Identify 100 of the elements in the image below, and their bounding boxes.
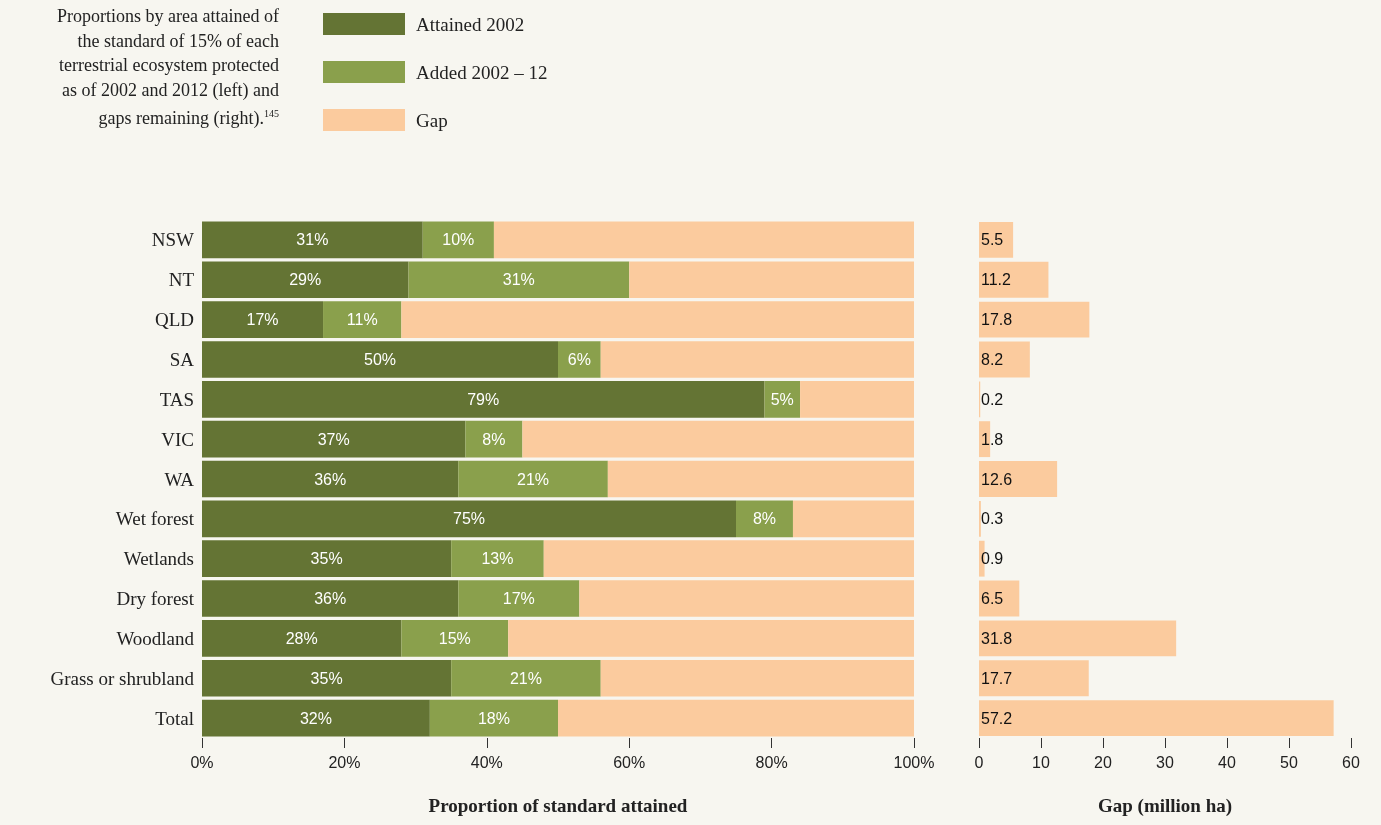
data-label: 37% <box>317 430 350 448</box>
y-tick-label: VIC <box>161 428 194 450</box>
bar <box>543 540 914 578</box>
bar <box>202 460 459 498</box>
x-tick-label: 60% <box>613 753 646 771</box>
data-label: 6.5 <box>981 590 1004 608</box>
y-tick-label: WA <box>164 468 195 490</box>
data-label: 18% <box>477 709 510 727</box>
y-tick-label: Dry forest <box>116 588 195 610</box>
bar <box>979 261 1049 298</box>
bar <box>792 500 914 538</box>
x-tick-label: 10 <box>1032 753 1050 771</box>
bar <box>979 461 1058 497</box>
y-tick-label: NSW <box>151 229 195 251</box>
bar <box>202 620 402 657</box>
data-label: 35% <box>310 669 343 687</box>
legend-label: Gap <box>416 109 448 131</box>
bar <box>979 221 1014 258</box>
bar <box>979 341 1030 378</box>
data-label: 5.5 <box>981 231 1004 249</box>
bar <box>629 261 914 299</box>
x-tick-label: 50 <box>1280 753 1298 771</box>
bar <box>465 420 523 458</box>
x-tick-label: 0 <box>974 753 984 771</box>
bar <box>458 580 580 617</box>
data-label: 15% <box>438 629 471 647</box>
bar <box>202 221 423 259</box>
data-label: 8% <box>752 510 777 528</box>
data-label: 29% <box>289 271 322 289</box>
bar <box>600 341 914 378</box>
y-tick-label: Total <box>155 707 194 729</box>
x-axis-title: Gap (million ha) <box>1097 795 1233 817</box>
y-tick-label: Grass or shrubland <box>50 667 195 689</box>
bar <box>979 620 1177 657</box>
data-label: 28% <box>285 629 318 647</box>
legend-label: Added 2002 – 12 <box>416 61 548 83</box>
x-tick-label: 20% <box>328 753 361 771</box>
bar <box>401 301 914 338</box>
bar <box>558 341 601 378</box>
bar <box>451 659 601 697</box>
bar <box>800 380 914 418</box>
bar <box>558 699 914 737</box>
data-label: 21% <box>517 470 550 488</box>
x-tick-label: 40 <box>1218 753 1236 771</box>
data-label: 12.6 <box>981 470 1013 488</box>
bar <box>202 540 452 578</box>
bar <box>202 380 765 418</box>
bar <box>736 500 793 538</box>
data-label: 13% <box>481 550 514 568</box>
data-label: 5% <box>770 390 794 408</box>
bar <box>607 460 914 498</box>
data-label: 10% <box>442 231 475 249</box>
bar <box>600 659 914 697</box>
data-label: 36% <box>314 470 347 488</box>
data-label: 17% <box>246 311 279 329</box>
bar <box>522 420 914 458</box>
bar <box>202 341 558 378</box>
data-label: 31.8 <box>981 629 1013 647</box>
x-tick-label: 60 <box>1342 753 1360 771</box>
data-label: 79% <box>467 390 500 408</box>
data-label: 0.3 <box>981 510 1004 528</box>
bar <box>493 221 914 259</box>
x-tick-label: 0% <box>190 753 214 771</box>
data-label: 17.7 <box>981 669 1013 687</box>
y-tick-label: TAS <box>159 388 194 410</box>
x-tick-label: 20 <box>1094 753 1112 771</box>
bar <box>202 699 430 737</box>
bar <box>579 580 914 617</box>
y-tick-label: NT <box>168 269 195 291</box>
data-label: 6% <box>567 350 591 368</box>
data-label: 0.2 <box>981 390 1004 408</box>
data-label: 1.8 <box>981 430 1004 448</box>
bar <box>979 660 1089 697</box>
y-tick-label: Wet forest <box>115 508 195 530</box>
bar <box>202 580 459 617</box>
bar <box>458 460 608 498</box>
x-tick-label: 30 <box>1156 753 1174 771</box>
bar <box>202 301 324 338</box>
bar <box>401 620 509 657</box>
data-label: 8% <box>482 430 506 448</box>
data-label: 0.9 <box>981 550 1004 568</box>
y-tick-label: Wetlands <box>123 548 194 570</box>
x-tick-label: 80% <box>755 753 788 771</box>
bar <box>408 261 630 299</box>
data-label: 31% <box>502 271 535 289</box>
bar <box>202 500 736 538</box>
data-label: 57.2 <box>981 709 1013 727</box>
data-label: 8.2 <box>981 350 1004 368</box>
bar <box>202 420 466 458</box>
data-label: 17% <box>502 590 535 608</box>
data-label: 32% <box>299 709 332 727</box>
y-tick-label: Woodland <box>116 627 195 649</box>
data-label: 35% <box>310 550 343 568</box>
data-label: 36% <box>314 590 347 608</box>
x-axis-title: Proportion of standard attained <box>428 795 688 816</box>
bar <box>764 380 801 418</box>
bar <box>323 301 402 338</box>
data-label: 17.8 <box>981 311 1013 329</box>
y-tick-label: SA <box>169 348 195 370</box>
legend-label: Attained 2002 <box>416 13 525 35</box>
